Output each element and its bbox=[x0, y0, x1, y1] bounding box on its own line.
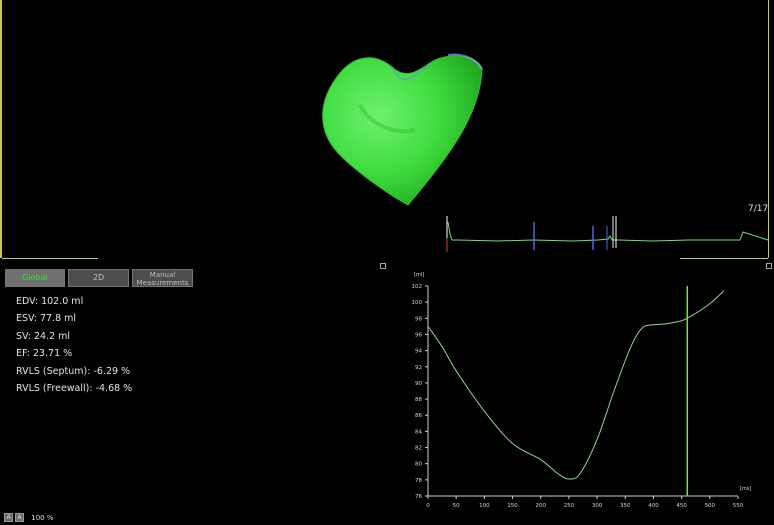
panel-resize-handle[interactable] bbox=[380, 263, 386, 269]
y-tick-label: 78 bbox=[415, 478, 422, 484]
zoom-out-button[interactable]: A bbox=[4, 513, 13, 522]
y-tick-label: 88 bbox=[415, 397, 422, 403]
edv-value: EDV: 102.0 ml bbox=[16, 296, 84, 307]
x-tick-label: 200 bbox=[535, 503, 546, 509]
volume-curve-chart[interactable]: 76 78 80 82 84 86 88 90 92 94 96 98 100 102 0 50 100 150 2… bbox=[398, 268, 774, 518]
x-tick-label: 50 bbox=[453, 503, 460, 509]
rvls-septum-value: RVLS (Septum): -6.29 % bbox=[16, 365, 131, 377]
measurements-panel: EDV: 102.0 ml ESV: 77.8 ml SV: 24.2 ml E… bbox=[16, 296, 132, 400]
rvls-freewall-value: RVLS (Freewall): -4.68 % bbox=[16, 382, 133, 394]
zoom-in-button[interactable]: A bbox=[15, 513, 24, 522]
y-tick-label: 94 bbox=[415, 349, 422, 355]
y-tick-label: 102 bbox=[412, 284, 423, 290]
viewport-bottom-right-line bbox=[680, 258, 768, 259]
zoom-level: 100 % bbox=[31, 513, 54, 522]
tab-global[interactable]: Global bbox=[5, 269, 65, 287]
tab-manual-measurements-label: Manual Measurements bbox=[136, 271, 189, 287]
tab-2d[interactable]: 2D bbox=[68, 269, 129, 287]
volume-curve bbox=[427, 290, 725, 480]
x-tick-label: 150 bbox=[507, 503, 518, 509]
tab-global-label: Global bbox=[22, 273, 48, 282]
x-tick-label: 100 bbox=[479, 503, 490, 509]
panel-resize-handle-right[interactable] bbox=[766, 263, 772, 269]
frame-counter: 7/17 bbox=[748, 204, 769, 214]
x-tick-label: 500 bbox=[705, 503, 716, 509]
y-tick-label: 76 bbox=[415, 494, 422, 500]
y-tick-label: 100 bbox=[412, 300, 423, 306]
x-tick-label: 450 bbox=[676, 503, 687, 509]
3d-viewport[interactable]: 7/17 bbox=[0, 0, 774, 262]
viewport-bottom-left-line bbox=[2, 258, 98, 259]
y-tick-label: 96 bbox=[415, 332, 422, 338]
y-tick-label: 92 bbox=[415, 365, 422, 371]
y-tick-label: 90 bbox=[415, 381, 422, 387]
y-tick-label: 86 bbox=[415, 413, 422, 419]
viewport-right-border bbox=[768, 0, 769, 258]
x-tick-label: 300 bbox=[592, 503, 603, 509]
x-tick-label: 250 bbox=[564, 503, 575, 509]
ecg-trace[interactable] bbox=[438, 212, 772, 256]
x-unit-label: [ms] bbox=[740, 486, 751, 492]
y-tick-label: 80 bbox=[415, 462, 422, 468]
sv-value: SV: 24.2 ml bbox=[16, 330, 71, 342]
y-tick-label: 98 bbox=[415, 316, 422, 322]
tab-2d-label: 2D bbox=[92, 273, 105, 282]
y-tick-label: 84 bbox=[415, 429, 422, 435]
y-tick-label: 82 bbox=[415, 446, 422, 452]
x-tick-label: 0 bbox=[426, 503, 430, 509]
x-tick-label: 400 bbox=[648, 503, 659, 509]
y-unit-label: [ml] bbox=[414, 272, 424, 278]
heart-model[interactable] bbox=[300, 45, 500, 215]
ef-value: EF: 23.71 % bbox=[16, 348, 73, 360]
tab-manual-measurements[interactable]: Manual Measurements bbox=[132, 269, 193, 287]
x-tick-label: 550 bbox=[733, 503, 744, 509]
x-tick-label: 350 bbox=[620, 503, 631, 509]
viewport-left-border bbox=[0, 0, 2, 258]
esv-value: ESV: 77.8 ml bbox=[16, 313, 77, 325]
